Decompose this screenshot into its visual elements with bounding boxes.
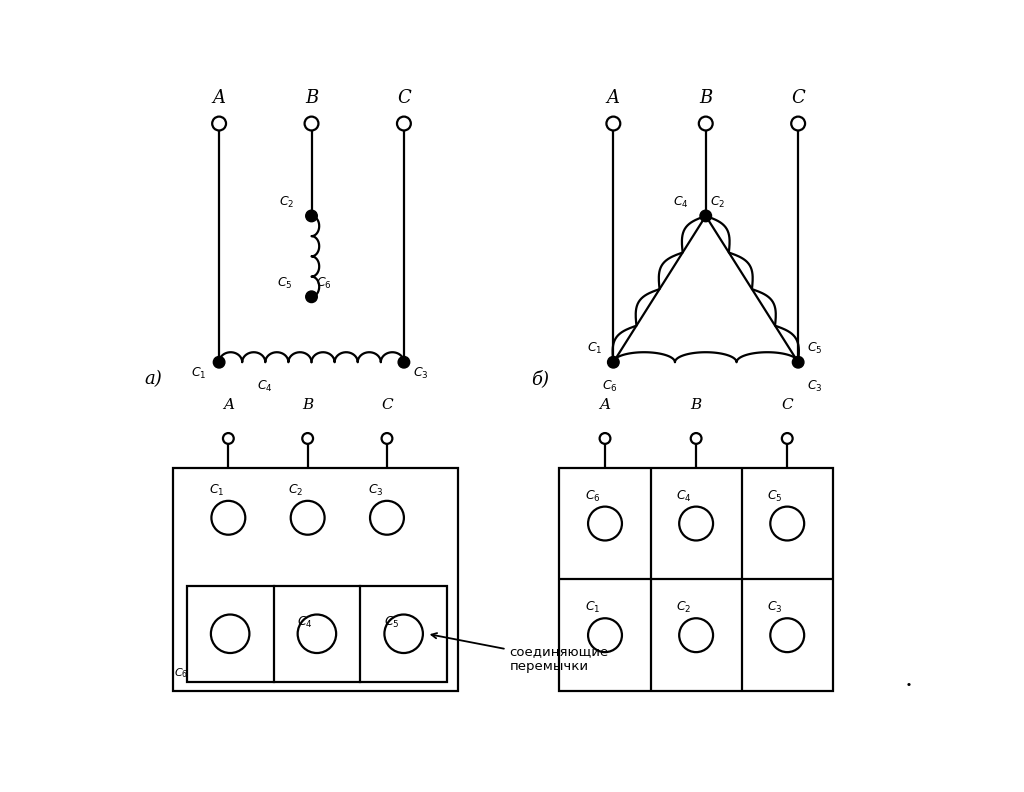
Circle shape	[700, 210, 712, 222]
Text: $C_5$: $C_5$	[384, 615, 399, 630]
Text: $C_1$: $C_1$	[587, 341, 602, 356]
Bar	[559, 468, 833, 691]
Text: $C_6$: $C_6$	[602, 379, 617, 394]
Text: B: B	[302, 398, 313, 413]
Text: A: A	[213, 89, 225, 107]
Text: C: C	[397, 89, 411, 107]
Text: $C_4$: $C_4$	[297, 615, 313, 630]
Text: A: A	[599, 398, 610, 413]
Text: а): а)	[144, 370, 162, 388]
Circle shape	[306, 291, 317, 303]
Text: $C_4$: $C_4$	[257, 379, 273, 394]
Text: .: .	[904, 668, 912, 691]
Text: $C_2$: $C_2$	[676, 600, 691, 615]
Circle shape	[607, 356, 620, 368]
Text: A: A	[223, 398, 233, 413]
Text: B: B	[699, 89, 713, 107]
Text: $C_5$: $C_5$	[276, 276, 292, 291]
Text: $C_6$: $C_6$	[316, 276, 332, 291]
Text: $C_1$: $C_1$	[190, 366, 206, 381]
Text: соединяющие
перемычки: соединяющие перемычки	[431, 633, 608, 673]
Text: $C_5$: $C_5$	[807, 341, 823, 356]
Bar	[173, 468, 458, 691]
Text: $C_2$: $C_2$	[289, 482, 304, 497]
Text: B: B	[690, 398, 701, 413]
Circle shape	[306, 210, 317, 222]
Circle shape	[398, 356, 410, 368]
Text: $C_1$: $C_1$	[209, 482, 224, 497]
Text: $C_6$: $C_6$	[174, 666, 188, 680]
Text: б): б)	[531, 370, 549, 388]
Text: $C_3$: $C_3$	[413, 366, 429, 381]
Text: $C_1$: $C_1$	[585, 600, 600, 615]
Text: C: C	[781, 398, 793, 413]
Text: $C_3$: $C_3$	[767, 600, 782, 615]
Bar	[186, 586, 447, 682]
Text: $C_4$: $C_4$	[676, 489, 691, 504]
Text: $C_3$: $C_3$	[368, 482, 383, 497]
Text: $C_2$: $C_2$	[280, 195, 295, 210]
Text: $C_3$: $C_3$	[807, 379, 823, 394]
Text: C: C	[792, 89, 805, 107]
Circle shape	[213, 356, 225, 368]
Text: B: B	[305, 89, 318, 107]
Text: $C_4$: $C_4$	[673, 195, 689, 210]
Text: $C_2$: $C_2$	[711, 195, 726, 210]
Text: $C_6$: $C_6$	[585, 489, 600, 504]
Text: A: A	[607, 89, 620, 107]
Text: $C_5$: $C_5$	[767, 489, 782, 504]
Circle shape	[793, 356, 804, 368]
Text: C: C	[381, 398, 393, 413]
